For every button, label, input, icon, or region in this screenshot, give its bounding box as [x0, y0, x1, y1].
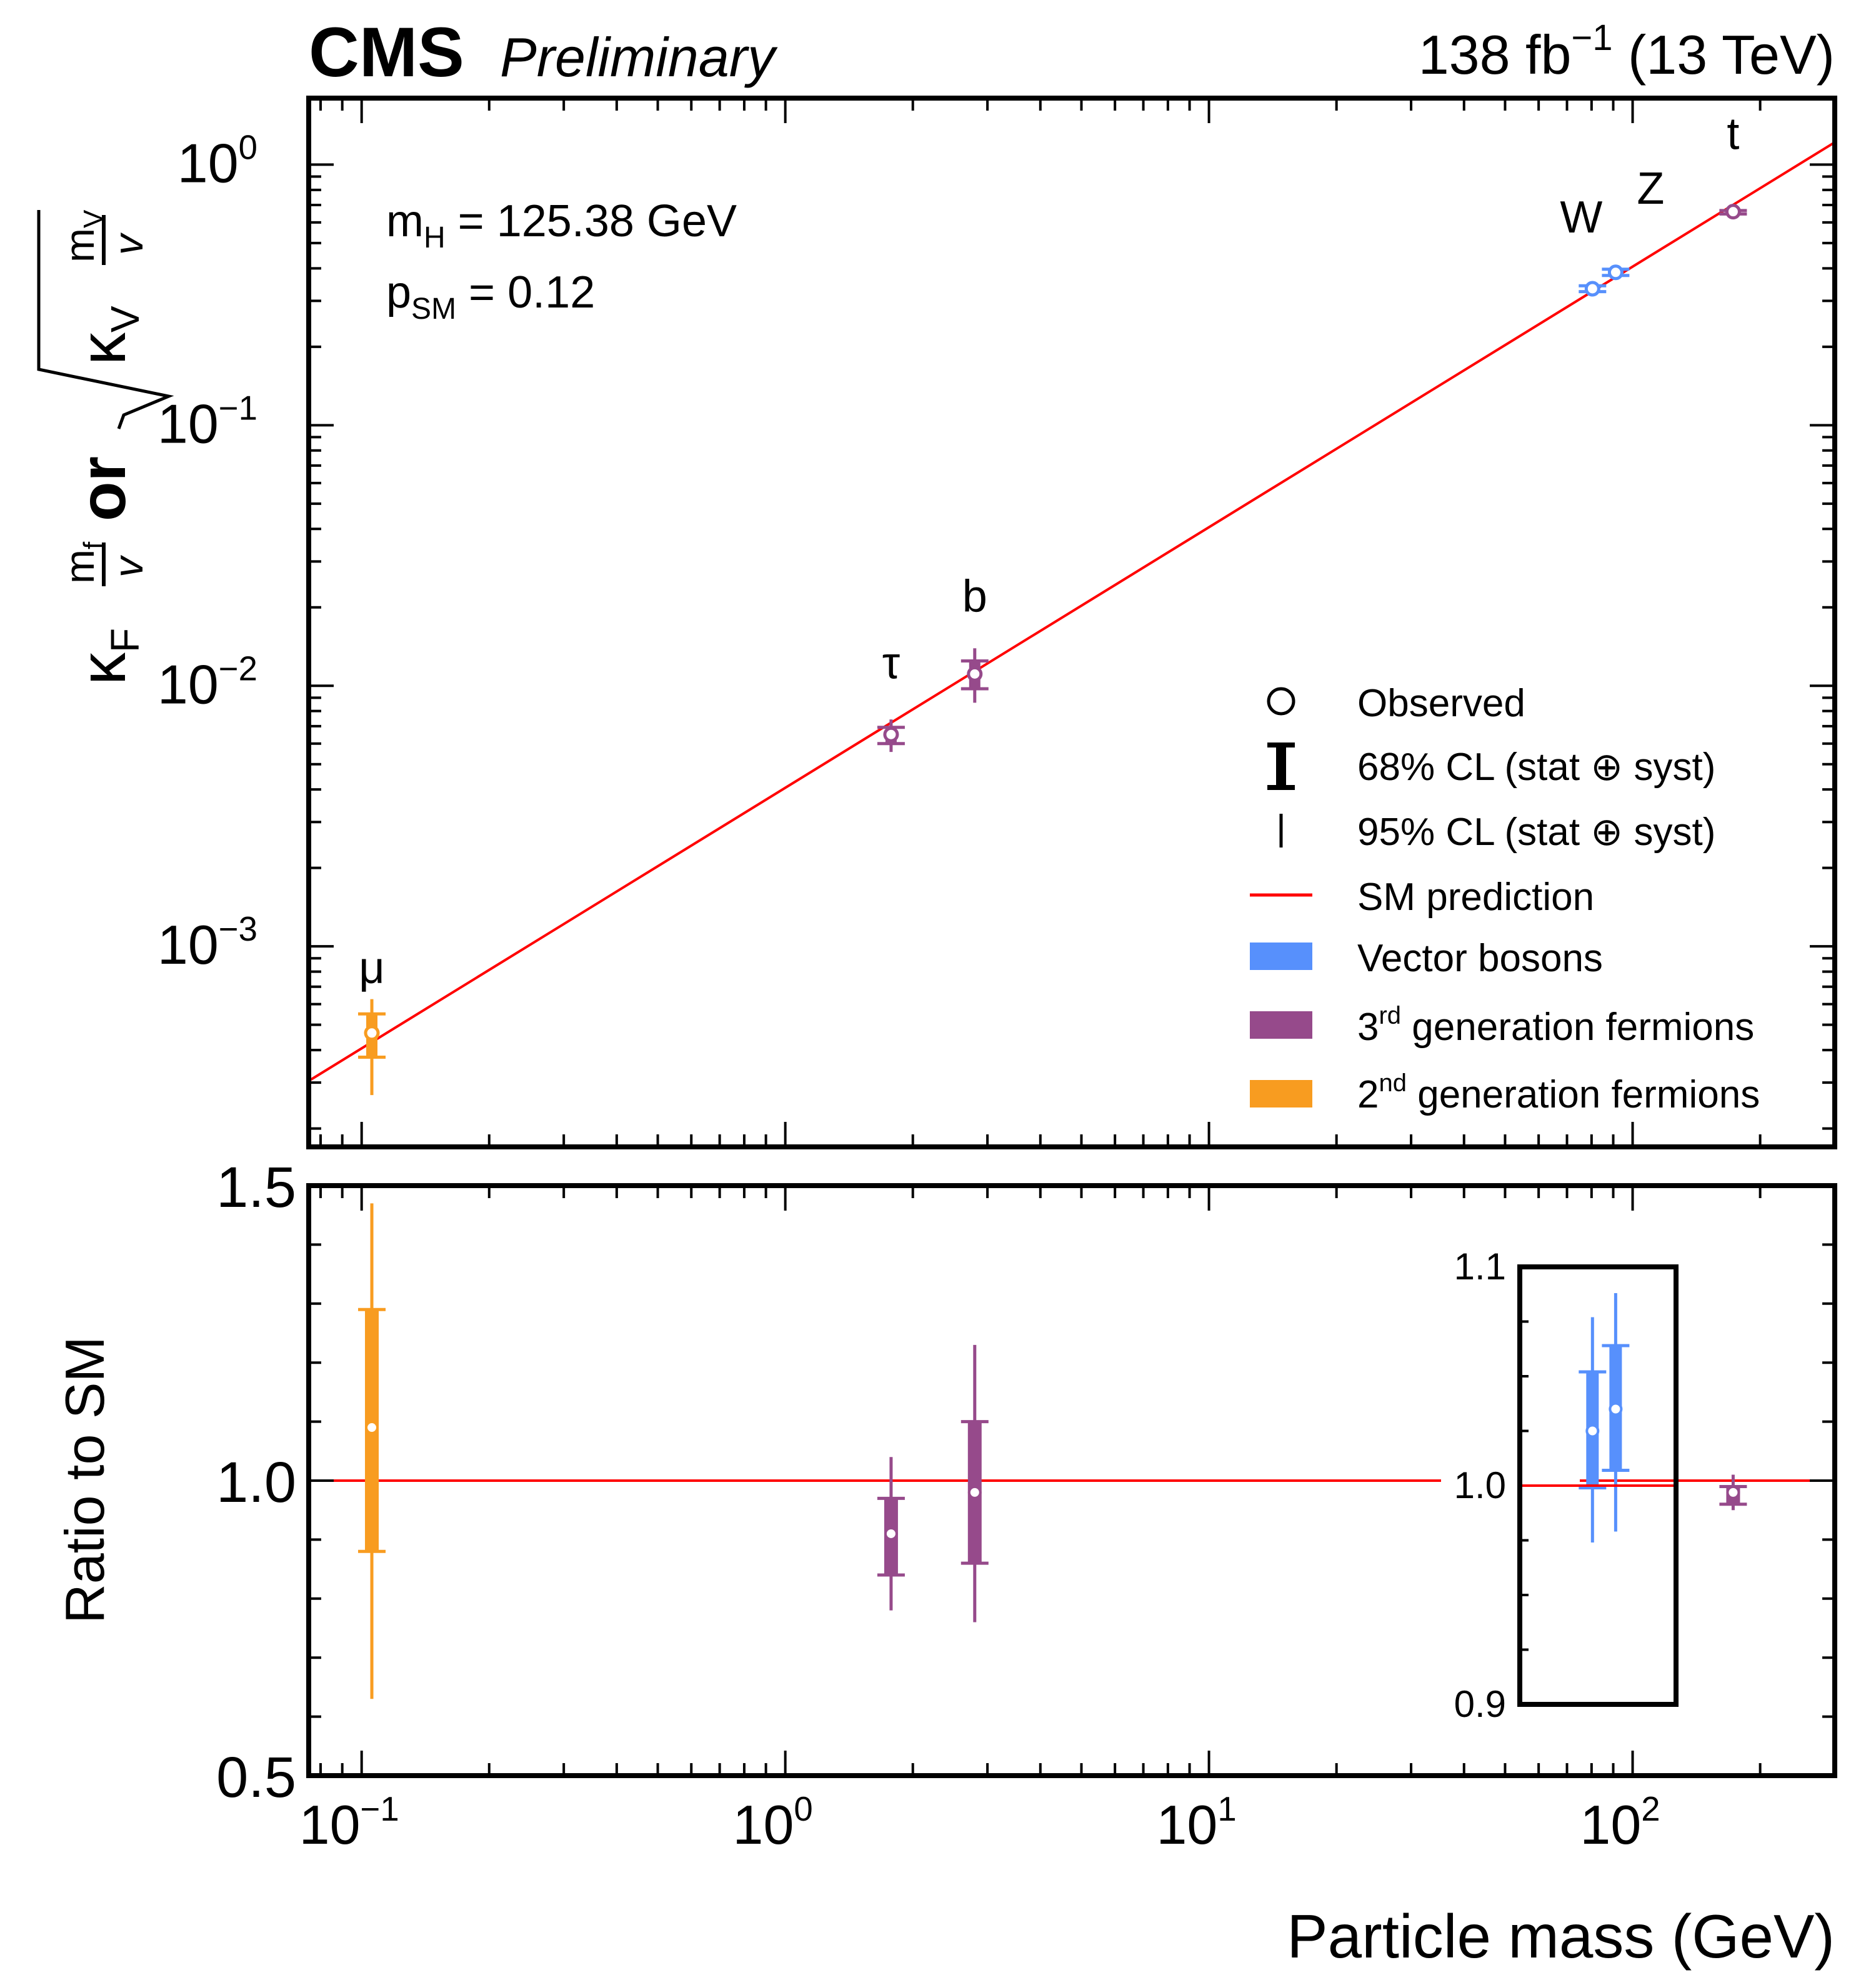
- tick-marks: [309, 98, 1836, 1777]
- top-point-τ: [883, 726, 899, 742]
- legend-vector-label: Vector bosons: [1357, 937, 1603, 980]
- kappa-f: κF: [67, 628, 147, 685]
- legend-cl95-label: 95% CL (stat ⊕ syst): [1357, 811, 1715, 854]
- particle-label-t: t: [1727, 109, 1739, 159]
- top-panel-frame: [306, 96, 1837, 1149]
- legend-second-label: 2nd generation fermions: [1357, 1069, 1760, 1116]
- inset-tick-label: 1.1: [1454, 1246, 1506, 1288]
- x-tick-label: 10−1: [299, 1790, 399, 1856]
- legend-third-label: 3rd generation fermions: [1357, 1002, 1754, 1049]
- mf-denominator: v: [105, 554, 151, 578]
- energy-label: (13 TeV): [1628, 24, 1835, 86]
- x-tick-label: 100: [733, 1790, 813, 1856]
- y-tick-label-top: 100: [177, 128, 257, 194]
- mv-numerator: mV: [56, 209, 109, 262]
- mv-denominator: v: [105, 232, 151, 255]
- x-tick-label: 102: [1580, 1790, 1660, 1856]
- bottom-y-axis-label: Ratio to SM: [54, 1336, 116, 1624]
- experiment-label: CMS: [309, 13, 464, 91]
- lumi-label: 138 fb−1 (13 TeV): [1419, 18, 1835, 86]
- legend-observed-label: Observed: [1357, 682, 1525, 725]
- y-tick-label-bottom: 1.0: [216, 1451, 296, 1514]
- ratio-point-W: [1585, 1424, 1600, 1438]
- inset-frame: [1517, 1264, 1679, 1707]
- top-point-μ: [364, 1025, 380, 1041]
- particle-label-W: W: [1560, 192, 1602, 242]
- top-y-axis-label: κF mf v or κV mV v: [37, 209, 174, 685]
- y-tick-label-top: 10−2: [157, 649, 257, 715]
- inset-tick-label: 1.0: [1454, 1464, 1506, 1506]
- ratio-point-b: [967, 1485, 982, 1499]
- legend-cl68-marker: [1276, 745, 1286, 788]
- status-label: Preliminary: [500, 26, 778, 88]
- y-tick-label-bottom: 1.5: [216, 1156, 296, 1219]
- top-point-W: [1584, 281, 1600, 297]
- legend-second-marker: [1250, 1080, 1312, 1108]
- x-tick-label: 101: [1156, 1790, 1236, 1856]
- y-tick-label-top: 10−1: [157, 389, 257, 454]
- tick-labels: 10−1 100 101 102 100 10−1 10−2 10−3 0.5 1.0 1.5 0.9…: [157, 128, 1660, 1856]
- bottom-panel-frame: [306, 1183, 1837, 1778]
- particle-label-b: b: [962, 571, 987, 621]
- mf-numerator: mf: [56, 541, 109, 584]
- top-point-t: [1725, 204, 1741, 220]
- particle-label-τ: τ: [882, 638, 900, 688]
- lumi-exponent: −1: [1571, 18, 1612, 58]
- or-text: or: [67, 456, 139, 521]
- ratio-point-μ: [365, 1421, 379, 1435]
- legend-cl68-label: 68% CL (stat ⊕ syst): [1357, 746, 1715, 789]
- y-tick-label-bottom: 0.5: [216, 1746, 296, 1809]
- particle-label-μ: μ: [359, 943, 384, 993]
- legend-sm-label: SM prediction: [1357, 876, 1594, 919]
- sqrt-sign: [37, 210, 174, 429]
- x-axis-label: Particle mass (GeV): [1287, 1902, 1835, 1971]
- legend: Observed 68% CL (stat ⊕ syst) 95% CL (st…: [1250, 682, 1760, 1116]
- legend-observed-marker: [1267, 687, 1295, 716]
- energy-value: [1613, 24, 1628, 86]
- ratio-point-τ: [884, 1526, 898, 1541]
- legend-vector-marker: [1250, 942, 1312, 970]
- higgs-mass-annotation: mH = 125.38 GeV: [386, 196, 737, 254]
- y-tick-label-top: 10−3: [157, 910, 257, 976]
- lumi-value: 138 fb: [1419, 24, 1572, 86]
- inset-tick-label: 0.9: [1454, 1683, 1506, 1725]
- data-marks: μ τ b WZt: [358, 109, 1747, 1699]
- top-point-b: [967, 666, 983, 682]
- kappa-v: κV: [67, 306, 147, 365]
- particle-label-Z: Z: [1637, 164, 1664, 214]
- psm-annotation: pSM = 0.12: [386, 268, 595, 326]
- sm-line-top: [309, 141, 1835, 1082]
- top-point-Z: [1607, 264, 1624, 281]
- ratio-point-Z: [1609, 1402, 1623, 1416]
- ratio-point-t: [1726, 1485, 1740, 1499]
- legend-third-marker: [1250, 1011, 1312, 1039]
